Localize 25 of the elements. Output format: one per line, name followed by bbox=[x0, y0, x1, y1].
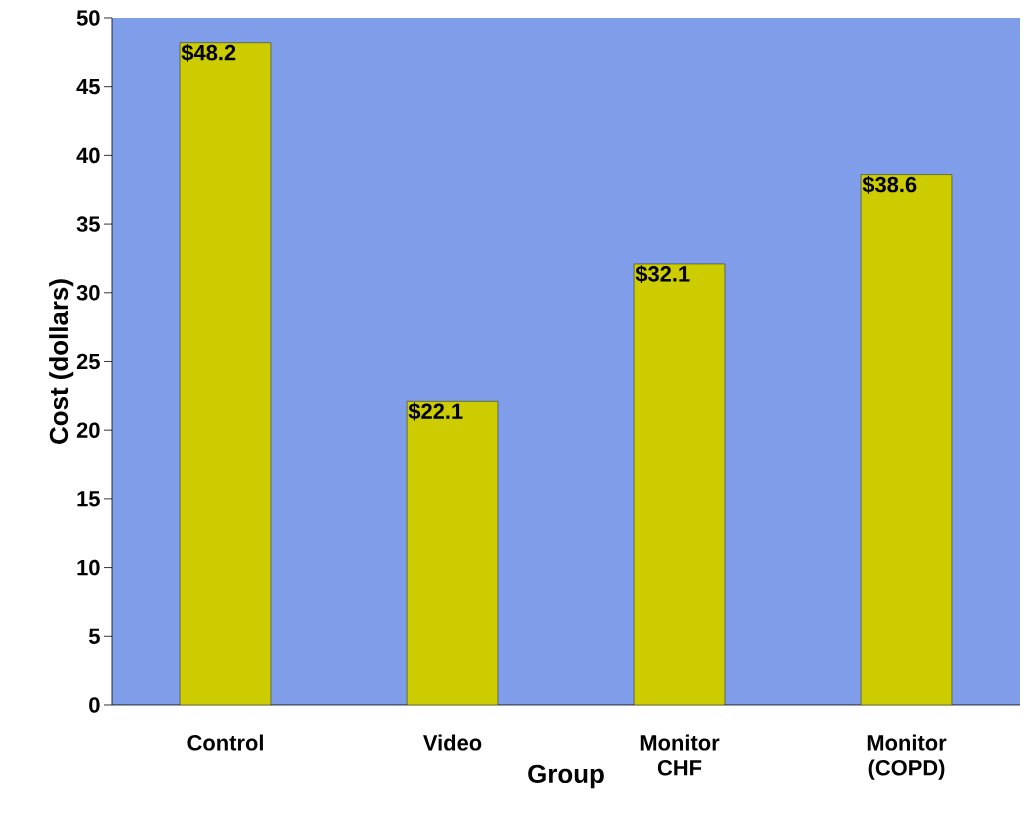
bar bbox=[179, 42, 272, 705]
y-tick-label: 40 bbox=[76, 147, 100, 164]
y-tick-label: 15 bbox=[77, 491, 100, 507]
data-label: $22.1 bbox=[408, 402, 463, 421]
y-tick-label: 10 bbox=[77, 559, 100, 576]
bar bbox=[406, 401, 499, 705]
data-label: $38.6 bbox=[862, 175, 917, 194]
y-tick-label: 5 bbox=[88, 628, 100, 644]
y-tick-label: 30 bbox=[76, 285, 100, 301]
x-tick-label: Control bbox=[187, 734, 263, 751]
x-tick-label: Monitor (COPD) bbox=[867, 734, 947, 780]
y-tick-label: 25 bbox=[76, 353, 100, 370]
x-tick-label: Video bbox=[423, 734, 482, 751]
x-axis-title: Group bbox=[528, 764, 604, 789]
bar bbox=[633, 263, 726, 705]
bar bbox=[860, 174, 953, 705]
data-label: $48.2 bbox=[181, 43, 236, 62]
y-tick-label: 45 bbox=[76, 79, 100, 95]
y-axis-title: Cost (dollars) bbox=[49, 279, 74, 444]
x-tick-label: Monitor CHF bbox=[640, 734, 720, 776]
y-tick-label: 35 bbox=[76, 216, 100, 232]
y-tick-label: 50 bbox=[76, 10, 100, 26]
y-tick-label: 0 bbox=[89, 697, 100, 713]
data-label: $32.1 bbox=[635, 265, 690, 284]
y-tick-label: 20 bbox=[76, 422, 100, 438]
